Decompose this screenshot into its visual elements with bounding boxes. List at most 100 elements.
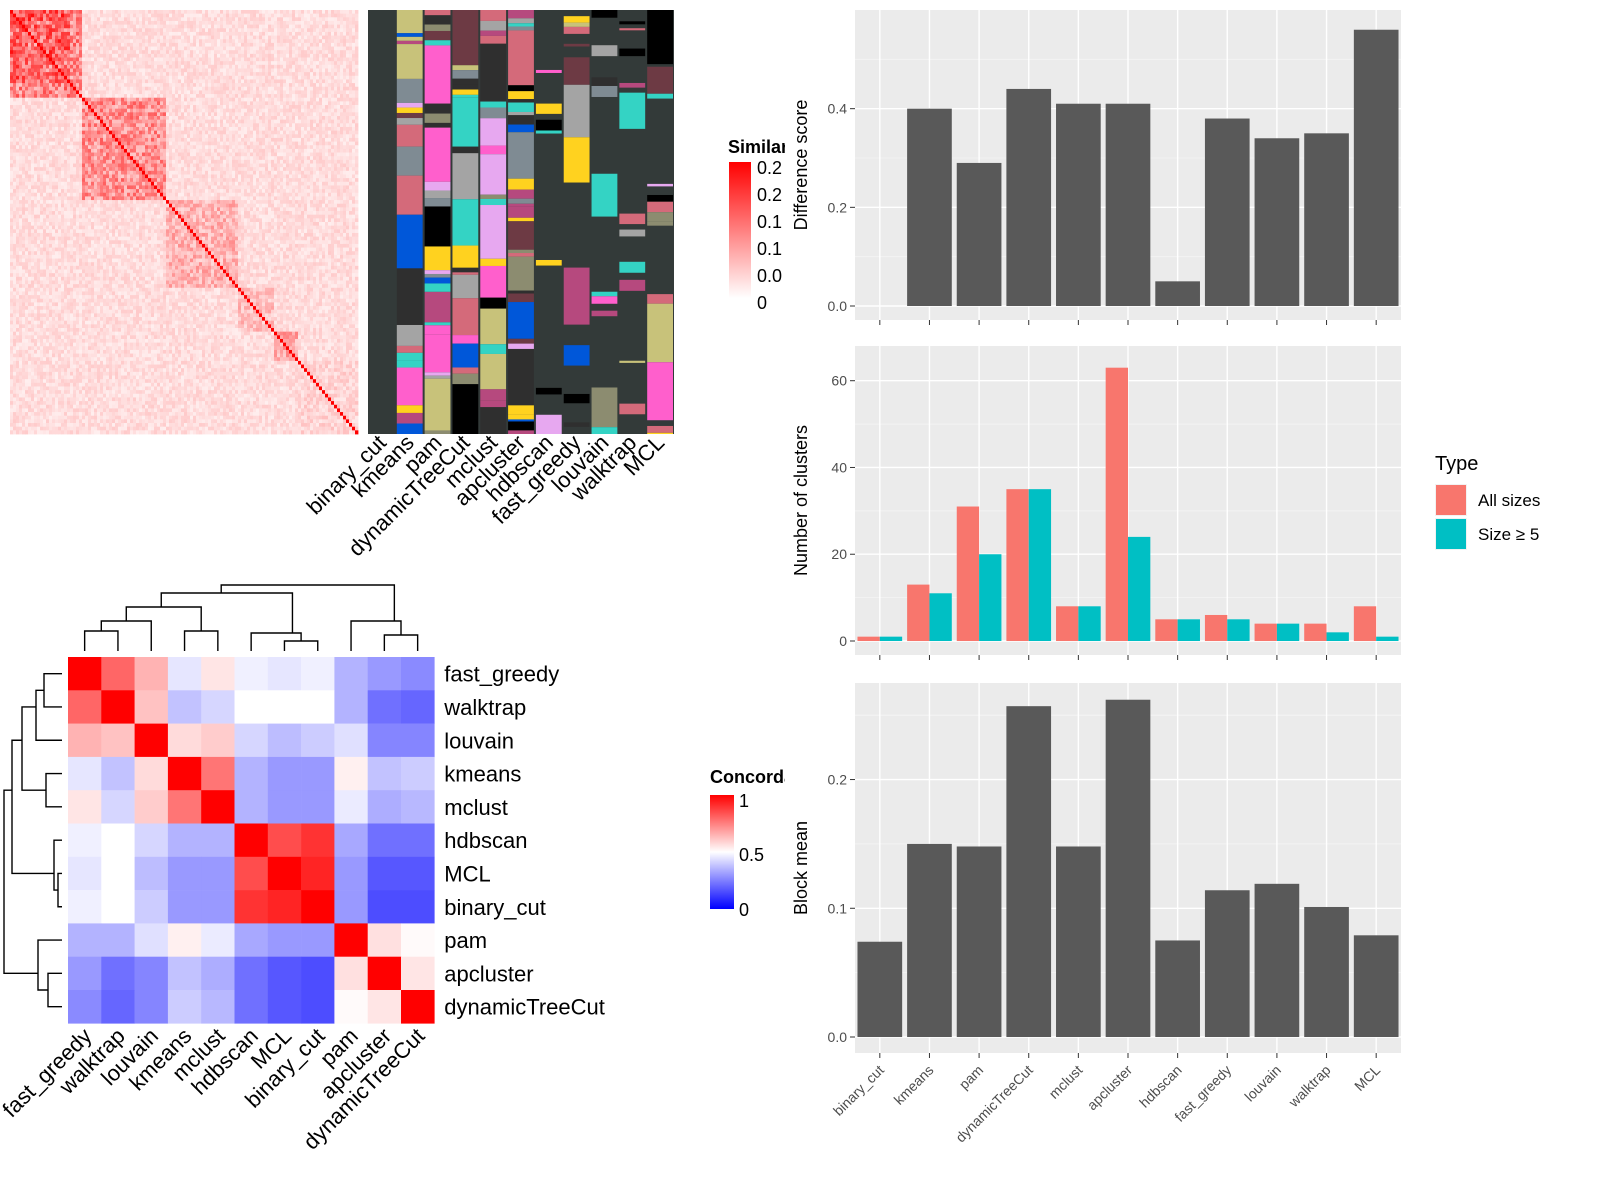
similarity-cell [25,134,29,139]
similarity-cell [232,68,236,73]
similarity-cell [193,119,197,124]
similarity-cell [304,13,308,18]
similarity-cell [142,31,146,36]
similarity-cell [268,31,272,36]
similarity-cell [88,94,92,99]
similarity-cell [127,79,131,84]
similarity-cell [64,68,68,73]
similarity-cell [286,64,290,69]
similarity-cell [196,94,200,99]
similarity-cell [292,57,296,62]
similarity-cell [280,35,284,40]
similarity-cell [46,20,50,26]
similarity-cell [346,53,350,58]
similarity-cell [55,134,59,139]
similarity-cell [22,86,26,91]
similarity-cell [127,145,131,150]
similarity-cell [232,130,236,135]
similarity-cell [355,79,359,84]
similarity-cell [349,97,353,102]
similarity-cell [49,50,53,55]
similarity-cell [295,35,299,40]
similarity-cell [202,105,206,110]
similarity-cell [250,57,254,62]
similarity-cell [340,126,344,132]
similarity-cell [274,68,278,73]
similarity-cell [238,75,242,80]
similarity-cell [19,152,23,157]
similarity-cell [211,141,215,146]
similarity-cell [322,163,326,168]
similarity-cell [43,35,47,40]
similarity-cell [34,53,38,58]
similarity-cell [226,152,230,157]
similarity-cell [322,134,326,139]
similarity-cell [199,145,203,150]
similarity-cell [52,13,56,18]
similarity-cell [295,24,299,29]
similarity-cell [223,50,227,55]
similarity-cell [199,159,203,164]
similarity-cell [292,130,296,135]
similarity-cell [145,72,149,77]
similarity-cell [319,86,323,91]
similarity-cell [133,39,137,44]
similarity-cell [31,57,35,62]
similarity-cell [40,75,44,80]
similarity-cell [280,145,284,150]
similarity-cell [139,35,143,40]
similarity-cell [205,57,209,62]
similarity-cell [325,116,329,121]
similarity-cell [214,24,218,29]
similarity-cell [61,126,65,132]
similarity-cell [13,31,17,36]
similarity-cell [190,112,194,117]
similarity-cell [355,137,359,142]
similarity-cell [58,148,62,153]
similarity-cell [175,57,179,62]
similarity-cell [274,112,278,117]
similarity-cell [310,112,314,117]
similarity-cell [82,130,86,135]
similarity-cell [211,97,215,102]
similarity-cell [190,46,194,51]
similarity-cell [124,90,128,95]
similarity-cell [274,163,278,168]
similarity-cell [25,35,29,40]
similarity-cell [112,28,116,33]
similarity-cell [79,108,83,113]
similarity-cell [256,83,260,88]
similarity-cell [154,39,158,44]
similarity-cell [289,94,293,99]
similarity-cell [175,163,179,168]
similarity-cell [277,86,281,91]
similarity-cell [31,72,35,77]
similarity-cell [226,20,230,26]
similarity-cell [55,46,59,51]
similarity-cell [127,86,131,91]
similarity-cell [220,152,224,157]
similarity-cell [112,141,116,146]
similarity-cell [163,42,167,47]
similarity-cell [160,90,164,95]
similarity-cell [19,72,23,77]
similarity-cell [334,72,338,77]
similarity-cell [49,123,53,128]
similarity-cell [349,105,353,110]
similarity-cell [268,83,272,88]
similarity-cell [220,20,224,26]
similarity-cell [259,90,263,95]
similarity-cell [16,159,20,164]
similarity-cell [169,90,173,95]
similarity-cell [154,17,158,22]
similarity-cell [268,156,272,161]
similarity-cell [76,28,80,33]
similarity-cell [43,141,47,146]
similarity-cell [166,137,170,142]
similarity-cell [25,141,29,146]
similarity-cell [121,50,125,55]
similarity-cell [241,17,245,22]
similarity-cell [271,75,275,80]
similarity-cell [94,134,98,139]
similarity-cell [28,94,32,99]
